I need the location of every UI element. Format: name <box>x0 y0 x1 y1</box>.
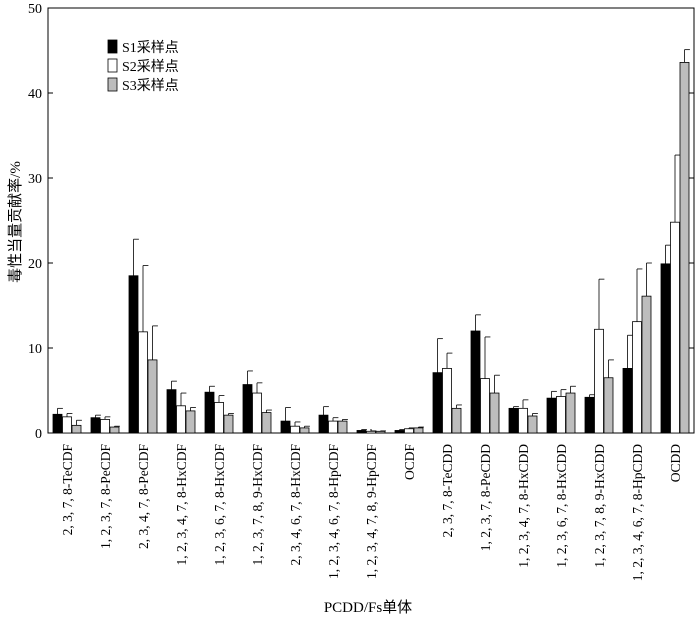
bar-s2 <box>214 401 224 434</box>
y-tick-label: 50 <box>28 2 42 17</box>
category-label: 1, 2, 3, 4, 7, 8-HxCDD <box>516 444 531 568</box>
category-label: 1, 2, 3, 7, 8-PeCDF <box>98 444 113 549</box>
legend-swatch-s3 <box>107 77 118 92</box>
x-axis-title: PCDD/Fs单体 <box>324 599 412 616</box>
bar-s1 <box>394 430 405 434</box>
bar-s2 <box>556 396 566 434</box>
bar-s2 <box>594 328 604 434</box>
category-labels: 2, 3, 7, 8-TeCDF 1, 2, 3, 7, 8-PeCDF 2, 3,… <box>60 444 683 582</box>
y-tick-label: 20 <box>28 257 42 272</box>
y-tick-label: 40 <box>28 87 42 102</box>
bar-s1 <box>90 417 101 434</box>
y-tick-label: 0 <box>35 427 42 442</box>
bar-s2 <box>100 418 110 434</box>
bar-s1 <box>470 330 481 434</box>
bar-s3 <box>261 412 272 434</box>
bar-s2 <box>252 392 262 434</box>
bar-s3 <box>223 414 234 434</box>
legend-swatch-s1 <box>107 39 118 54</box>
bar-s3 <box>337 420 348 434</box>
bar-s3 <box>603 377 614 434</box>
category-label: 1, 2, 3, 7, 8, 9-HxCDF <box>250 444 265 566</box>
legend-label-s3: S3采样点 <box>122 78 179 94</box>
bar-s1 <box>280 420 291 434</box>
legend-label-s1: S1采样点 <box>122 40 179 56</box>
bar-s3 <box>413 427 424 434</box>
category-label: 2, 3, 4, 6, 7, 8-HxCDF <box>288 444 303 566</box>
bar-s2 <box>62 416 72 434</box>
category-label: 2, 3, 7, 8-TeCDD <box>440 444 455 538</box>
bar-s3 <box>147 359 158 434</box>
bar-s3 <box>679 62 690 434</box>
bar-s1 <box>622 367 633 434</box>
bar-s3 <box>641 295 652 434</box>
category-label: 1, 2, 3, 4, 7, 8, 9-HpCDF <box>364 444 379 579</box>
bar-s3 <box>299 427 310 434</box>
bar-s1 <box>52 413 63 434</box>
category-label: 1, 2, 3, 4, 6, 7, 8-HpCDF <box>326 444 341 579</box>
bar-s3 <box>375 430 386 434</box>
bar-s3 <box>185 410 196 434</box>
bar-s2 <box>518 407 528 434</box>
bar-s1 <box>356 430 367 434</box>
bar-s1 <box>128 275 139 434</box>
bar-s1 <box>584 396 595 434</box>
category-label: 1, 2, 3, 7, 8-PeCDD <box>478 444 493 551</box>
bar-s1 <box>508 407 519 434</box>
bar-s2 <box>632 321 642 434</box>
category-label: 1, 2, 3, 4, 7, 8-HxCDF <box>174 444 189 566</box>
bar-s1 <box>242 384 253 434</box>
bar-s1 <box>318 414 329 434</box>
bar-s3 <box>451 407 462 434</box>
bar-s2 <box>328 420 338 434</box>
y-axis-title: 毒性当量贡献率/% <box>7 161 24 283</box>
category-label: OCDD <box>668 444 683 483</box>
bar-s1 <box>546 397 557 434</box>
bar-s2 <box>176 405 186 434</box>
bar-s2 <box>290 425 300 434</box>
y-tick-label: 10 <box>28 342 42 357</box>
bar-s1 <box>204 391 215 434</box>
legend-label-s2: S2采样点 <box>122 59 179 75</box>
bar-s2 <box>442 367 452 434</box>
bar-s1 <box>166 389 177 434</box>
bar-s1 <box>432 372 443 434</box>
bar-s2 <box>138 331 148 434</box>
category-label: 2, 3, 7, 8-TeCDF <box>60 444 75 536</box>
y-tick-label: 30 <box>28 172 42 187</box>
bar-series-group <box>52 49 690 434</box>
bar-s2 <box>670 221 680 434</box>
bar-s2 <box>480 378 490 434</box>
bar-s3 <box>109 426 120 434</box>
legend: S1采样点 S2采样点 S3采样点 <box>107 39 179 94</box>
bar-s3 <box>71 424 82 434</box>
category-label: OCDF <box>402 444 417 481</box>
bar-s3 <box>527 415 538 434</box>
category-label: 1, 2, 3, 6, 7, 8-HxCDF <box>212 444 227 566</box>
category-label: 1, 2, 3, 4, 6, 7, 8-HpCDD <box>630 444 645 581</box>
category-label: 1, 2, 3, 6, 7, 8-HxCDD <box>554 444 569 568</box>
bar-s2 <box>404 428 414 434</box>
legend-swatch-s2 <box>107 58 118 73</box>
bar-s3 <box>489 392 500 434</box>
bar-s3 <box>565 392 576 434</box>
bar-s1 <box>660 263 671 434</box>
category-label: 2, 3, 4, 7, 8-PeCDF <box>136 444 151 549</box>
bar-s2 <box>366 430 376 434</box>
category-label: 1, 2, 3, 7, 8, 9-HxCDD <box>592 444 607 568</box>
